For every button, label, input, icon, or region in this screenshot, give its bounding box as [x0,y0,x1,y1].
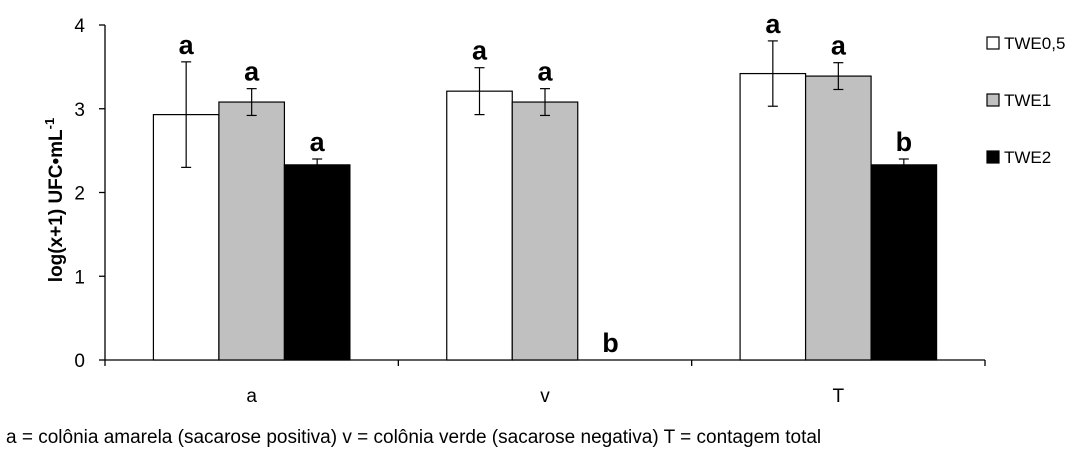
legend-swatch [986,36,1000,50]
significance-label: a [179,30,195,60]
x-tick-label: v [540,386,550,407]
bar [446,90,513,361]
bar [739,72,807,361]
x-tick-label: a [246,386,257,407]
chart-footnote: a = colônia amarela (sacarose positiva) … [6,427,822,448]
y-tick-label: 0 [74,351,85,372]
significance-label: a [244,57,260,87]
legend-swatch [986,150,1000,164]
bar [870,164,938,361]
legend-label: TWE2 [1004,148,1051,167]
significance-label: b [896,127,913,157]
y-tick-label: 2 [74,184,85,205]
chart-bars: a a a a a b a a b [152,9,938,361]
y-axis-label-superscript: -1 [42,118,57,130]
legend-label: TWE1 [1004,91,1051,110]
significance-label: a [831,31,847,61]
y-tick-label: 4 [74,16,85,37]
bar [218,101,286,361]
significance-label: a [765,9,781,39]
y-tick-label: 1 [74,267,85,288]
legend-label: TWE0,5 [1004,34,1065,53]
chart-legend: TWE0,5 TWE1 TWE2 [986,34,1065,167]
y-axis-label-text: log(x+1) UFC•mL [46,129,67,282]
y-axis-label: log(x+1) UFC•mL-1 [42,118,67,282]
significance-label: b [602,328,619,358]
bar [511,101,579,361]
bar [283,164,351,361]
x-tick-label: T [833,386,845,407]
legend-swatch [986,93,1000,107]
y-tick-label: 3 [74,100,85,121]
bar [804,75,872,361]
significance-label: a [537,57,553,87]
significance-label: a [310,127,326,157]
significance-label: a [472,36,488,66]
